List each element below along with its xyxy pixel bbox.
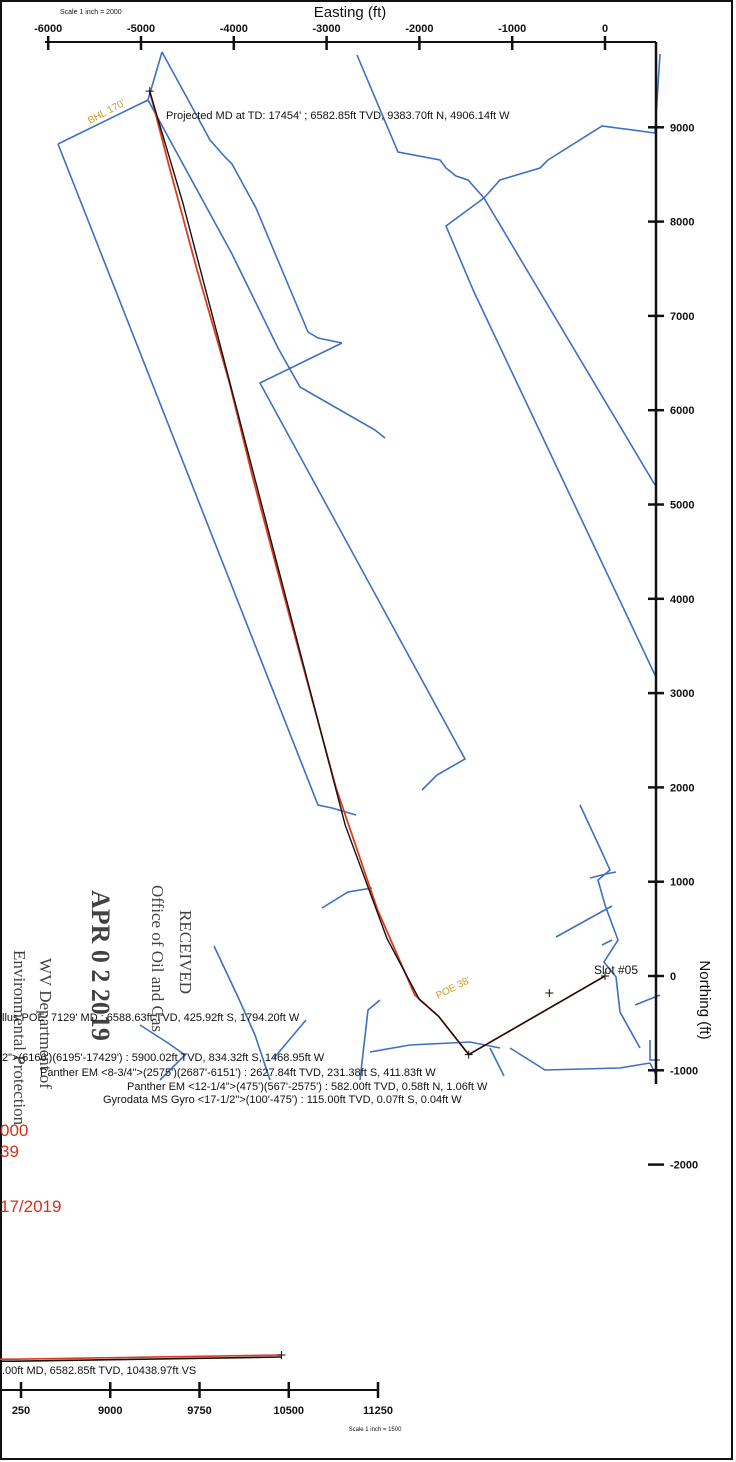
stamp-line-office: Office of Oil and Gas — [148, 885, 167, 1032]
station-marker — [545, 988, 554, 997]
x-tick-label: -6000 — [34, 23, 62, 35]
y-axis-title: Northing (ft) — [696, 960, 713, 1039]
vs-trajectory-line — [0, 1354, 282, 1360]
vs-tick-label: 9000 — [98, 1405, 122, 1417]
casing-annotation-4: Gyrodata MS Gyro <17-1/2">(100'-475') : … — [103, 1094, 462, 1106]
plan-x-ticks: -6000 -5000 -4000 -3000 -2000 -1000 0 — [34, 23, 608, 50]
casing-annotation-1: 2">(6166')(6195'-17429') : 5900.02ft TVD… — [2, 1052, 325, 1064]
vs-tick-label: 11250 — [363, 1405, 393, 1417]
stamp-line-date: APR 0 2 2019 — [86, 890, 115, 1041]
plan-x-axis: -6000 -5000 -4000 -3000 -2000 -1000 0 — [34, 23, 656, 50]
vs-scale-note: Scale 1 inch = 1500 — [349, 1427, 403, 1433]
stamp-line-received: RECEIVED — [176, 910, 195, 994]
poe-annotation: llus POE: 7129' MD : 6588.63ft TVD, 425.… — [2, 1012, 300, 1024]
plan-scale-note: Scale 1 inch = 2000 — [60, 9, 122, 16]
vs-td-label: .00ft MD, 6582.85ft TVD, 10438.97ft VS — [2, 1365, 196, 1377]
x-tick-label: 0 — [602, 23, 608, 35]
stamp-line-dept: WV Department of — [36, 958, 55, 1089]
trajectory-line — [149, 90, 606, 1056]
y-tick-label: 2000 — [670, 782, 694, 794]
y-tick-label: 8000 — [670, 217, 694, 229]
vs-trajectory-line — [0, 1356, 282, 1362]
side-value-a: 000 — [0, 1121, 28, 1140]
station-marker — [601, 972, 609, 980]
poe-label: POE 38' — [434, 975, 472, 1002]
plan-y-axis: 9000 8000 7000 6000 5000 4000 3000 2000 1000 0 -10… — [648, 42, 698, 1172]
casing-annotation-2: Panther EM <8-3/4">(2575')(2687'-6151') … — [40, 1067, 436, 1079]
slot-label: Slot #05 — [594, 963, 638, 977]
vs-tick-label: 10500 — [273, 1405, 304, 1417]
y-tick-label: -2000 — [670, 1160, 698, 1172]
vs-tick-label: 250 — [12, 1405, 30, 1417]
x-tick-label: -3000 — [313, 23, 341, 35]
y-tick-label: 0 — [670, 971, 676, 983]
side-date: 17/2019 — [0, 1197, 61, 1216]
y-tick-label: 9000 — [670, 122, 694, 134]
vs-x-ticks: 250 9000 9750 10500 11250 — [12, 1382, 393, 1417]
y-tick-label: 6000 — [670, 405, 694, 417]
vertical-section: 250 9000 9750 10500 11250 .00ft MD, 6582.85f… — [0, 1351, 402, 1433]
y-tick-label: 7000 — [670, 311, 694, 323]
x-tick-label: -5000 — [127, 23, 155, 35]
bhl-label: BHL 170' — [86, 98, 127, 127]
vs-tick-label: 9750 — [187, 1405, 211, 1417]
station-marker — [145, 87, 154, 96]
y-tick-label: -1000 — [670, 1065, 698, 1077]
lease-boundaries — [57, 51, 661, 1081]
x-tick-label: -1000 — [498, 23, 526, 35]
x-axis-title: Easting (ft) — [314, 4, 387, 21]
y-tick-label: 3000 — [670, 688, 694, 700]
casing-annotation-3: Panther EM <12-1/4">(475')(567'-2575') :… — [127, 1081, 488, 1093]
x-tick-label: -4000 — [220, 23, 248, 35]
side-value-b: 39 — [0, 1142, 19, 1161]
y-tick-label: 1000 — [670, 877, 694, 889]
x-tick-label: -2000 — [405, 23, 433, 35]
plan-y-ticks: 9000 8000 7000 6000 5000 4000 3000 2000 1000 0 -10… — [648, 122, 698, 1172]
station-marker — [464, 1050, 473, 1059]
vs-td-marker — [277, 1351, 286, 1359]
td-annotation: Projected MD at TD: 17454' ; 6582.85ft T… — [166, 110, 510, 122]
received-stamp: RECEIVED Office of Oil and Gas APR 0 2 2… — [10, 885, 195, 1126]
trajectory-line — [148, 90, 606, 1056]
y-tick-label: 5000 — [670, 500, 694, 512]
stamp-line-env: Environmental Protection — [10, 950, 29, 1126]
plan-trajectories — [145, 87, 609, 1059]
y-tick-label: 4000 — [670, 594, 694, 606]
